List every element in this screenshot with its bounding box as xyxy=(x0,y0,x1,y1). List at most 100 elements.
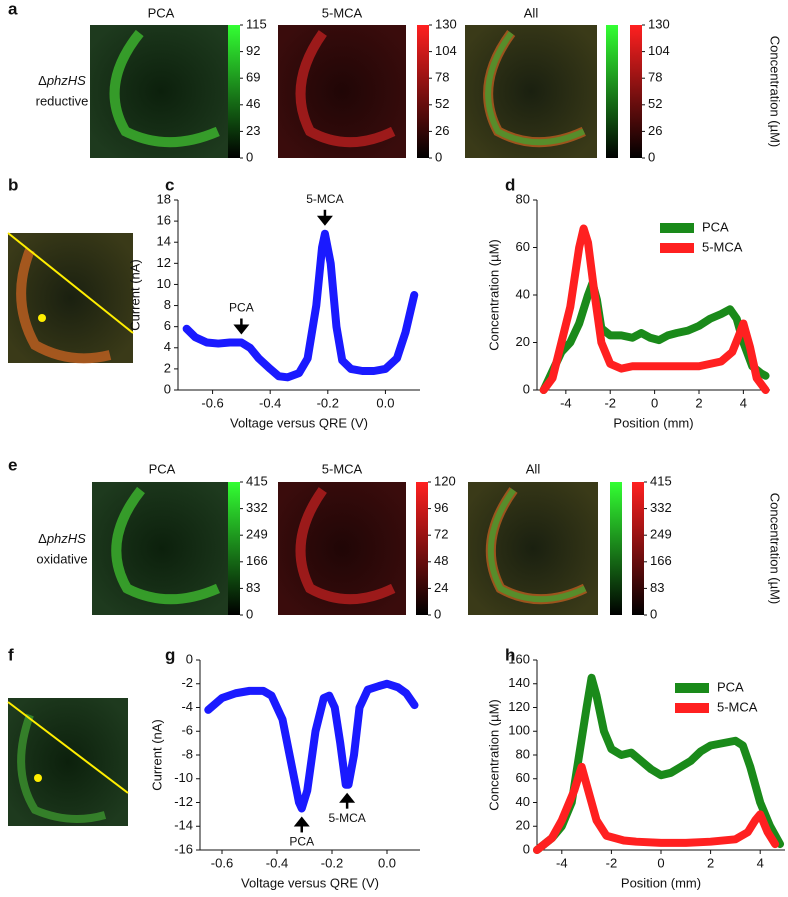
x-tick-label: -4 xyxy=(556,855,568,870)
heatmap-ring xyxy=(111,486,221,605)
colorbar-tick-label: 0 xyxy=(648,149,655,164)
strain-name: phzHS xyxy=(46,531,86,546)
heatmap-ring xyxy=(487,488,587,603)
arrow-head xyxy=(233,324,250,335)
x-axis-label: Position (mm) xyxy=(613,415,693,430)
legend-label: PCA xyxy=(702,219,729,234)
x-tick-label: 4 xyxy=(757,855,764,870)
colorbar-tick-label: 78 xyxy=(648,70,662,85)
x-tick-label: 2 xyxy=(695,395,702,410)
y-tick-label: 120 xyxy=(508,699,530,714)
y-axis-label: Concentration (µM) xyxy=(486,239,501,351)
y-tick-label: 18 xyxy=(157,191,171,206)
colorbar-tick-label: 83 xyxy=(650,580,664,595)
mode-label: oxidative xyxy=(36,551,87,566)
y-axis-label: Concentration (µM) xyxy=(486,699,501,811)
data-line xyxy=(539,279,770,394)
colorbar-tick-label: 26 xyxy=(435,123,449,138)
heatmap-ring xyxy=(295,30,396,148)
colorbar-tick-label: 78 xyxy=(435,70,449,85)
colorbar-tick-label: 69 xyxy=(246,70,260,85)
colorbar-tick-label: 249 xyxy=(650,527,672,542)
y-tick-label: -16 xyxy=(174,841,193,856)
image-f xyxy=(7,698,129,826)
colorbar-tick-label: 332 xyxy=(650,500,672,515)
y-tick-label: 6 xyxy=(164,318,171,333)
panel-label: h xyxy=(505,645,515,664)
image-title: All xyxy=(524,5,539,20)
colorbar xyxy=(630,25,642,158)
strain-name: phzHS xyxy=(46,73,86,88)
colorbar xyxy=(417,25,429,158)
y-tick-label: 14 xyxy=(157,234,171,249)
panel-label: c xyxy=(165,175,174,194)
legend-label: 5-MCA xyxy=(717,699,758,714)
x-axis-label: Position (mm) xyxy=(621,875,701,890)
colorbar-tick-label: 26 xyxy=(648,123,662,138)
x-tick-label: -0.4 xyxy=(259,395,281,410)
panel-label: e xyxy=(8,455,17,474)
strain-label: ΔphzHS xyxy=(38,73,86,88)
y-tick-label: -6 xyxy=(181,723,193,738)
data-line xyxy=(182,229,419,382)
y-tick-label: 20 xyxy=(516,334,530,349)
colorbar-tick-label: 0 xyxy=(650,606,657,621)
colorbar-tick-label: 92 xyxy=(246,43,260,58)
colorbar-tick-label: 52 xyxy=(435,96,449,111)
y-tick-label: 4 xyxy=(164,339,171,354)
y-tick-label: 40 xyxy=(516,794,530,809)
y-tick-label: -10 xyxy=(174,770,193,785)
colorbar-tick-label: 83 xyxy=(246,580,260,595)
x-tick-label: -2 xyxy=(606,855,618,870)
panel-label: a xyxy=(8,0,18,18)
x-tick-label: 0 xyxy=(657,855,664,870)
x-tick-label: 2 xyxy=(707,855,714,870)
colorbar-tick-label: 249 xyxy=(246,527,268,542)
colorbar-tick-label: 48 xyxy=(434,553,448,568)
image-title: PCA xyxy=(148,5,175,20)
y-tick-label: 80 xyxy=(516,191,530,206)
y-tick-label: 2 xyxy=(164,360,171,375)
colorbar-tick-label: 332 xyxy=(246,500,268,515)
y-tick-label: 0 xyxy=(186,651,193,666)
colorbar xyxy=(606,25,618,158)
y-tick-label: 0 xyxy=(164,381,171,396)
colorbar-tick-label: 130 xyxy=(435,16,457,31)
y-tick-label: -8 xyxy=(181,746,193,761)
image-b xyxy=(7,232,134,364)
colorbar xyxy=(228,482,240,615)
y-tick-label: 160 xyxy=(508,651,530,666)
colorbar-tick-label: 23 xyxy=(246,123,260,138)
x-tick-label: -0.2 xyxy=(317,395,339,410)
x-tick-label: -0.6 xyxy=(201,395,223,410)
colorbar-tick-label: 0 xyxy=(434,606,441,621)
y-tick-label: -2 xyxy=(181,675,193,690)
x-axis-label: Voltage versus QRE (V) xyxy=(241,875,379,890)
y-tick-label: 60 xyxy=(516,239,530,254)
colorbar-tick-label: 0 xyxy=(246,606,253,621)
y-tick-label: 0 xyxy=(523,381,530,396)
colorbar-tick-label: 115 xyxy=(246,16,267,31)
colorbar xyxy=(228,25,240,158)
x-tick-label: 0.0 xyxy=(376,395,394,410)
annotation-text: 5-MCA xyxy=(328,811,365,825)
data-line xyxy=(204,679,419,813)
x-axis-label: Voltage versus QRE (V) xyxy=(230,415,368,430)
y-tick-label: -14 xyxy=(174,818,193,833)
y-tick-label: 60 xyxy=(516,770,530,785)
panel-label: f xyxy=(8,645,14,664)
y-tick-label: 80 xyxy=(516,746,530,761)
annotation-text: PCA xyxy=(229,301,254,315)
colorbar-tick-label: 0 xyxy=(435,149,442,164)
colorbar xyxy=(416,482,428,615)
panel-label: b xyxy=(8,175,18,194)
colorbar-tick-label: 166 xyxy=(246,553,268,568)
colorbar-tick-label: 166 xyxy=(650,553,672,568)
arrow-head xyxy=(293,816,310,827)
legend-label: 5-MCA xyxy=(702,239,743,254)
strain-label: ΔphzHS xyxy=(38,531,86,546)
colorbar xyxy=(610,482,622,615)
heatmap-ring xyxy=(295,487,396,605)
panel-label: g xyxy=(165,645,175,664)
